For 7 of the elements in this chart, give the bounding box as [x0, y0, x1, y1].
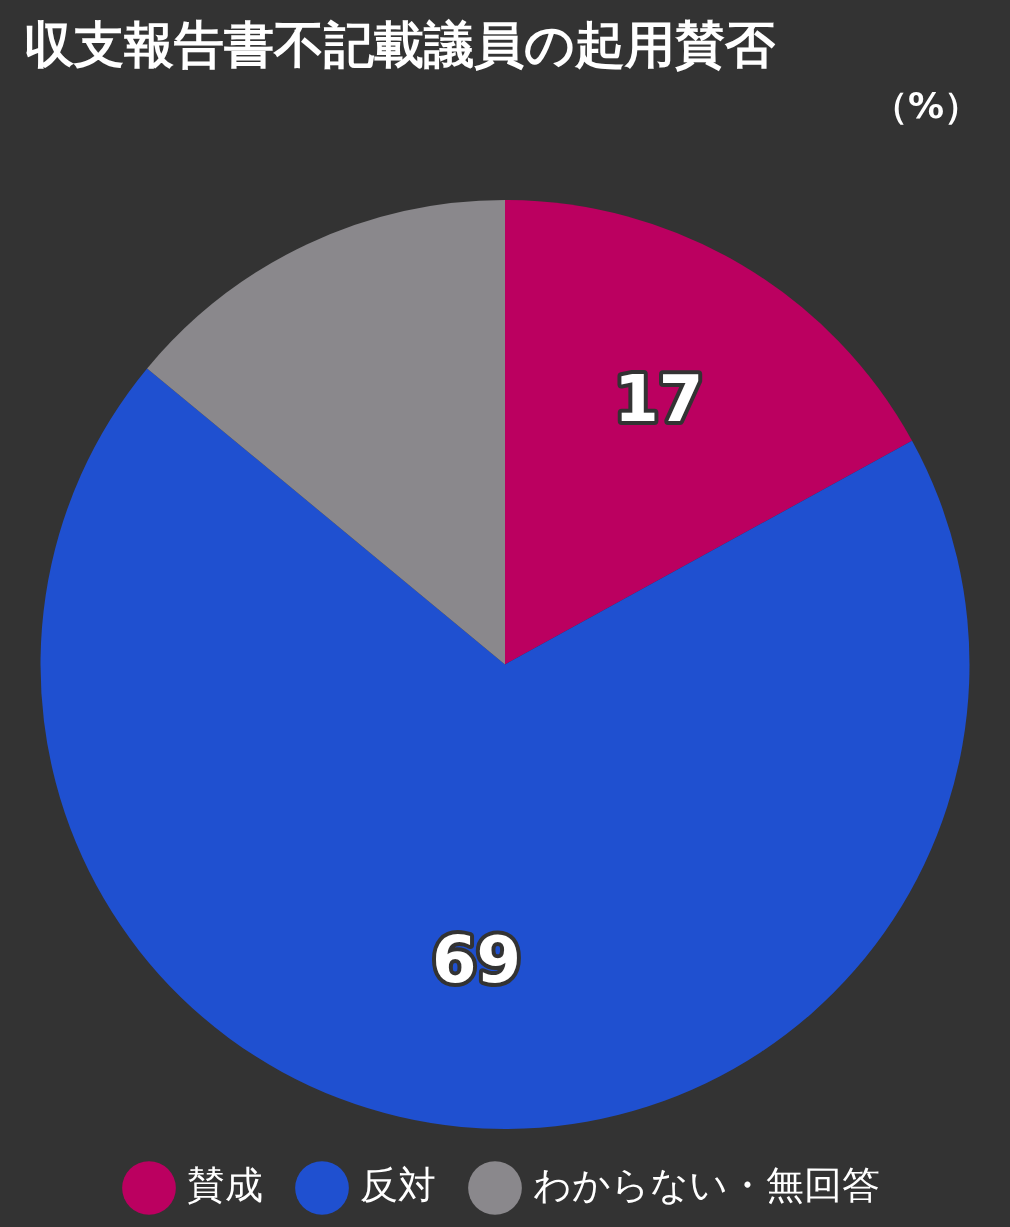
chart-subtitle: （%）: [871, 84, 980, 128]
chart-title: 収支報告書不記載議員の起用賛否: [24, 15, 775, 76]
legend-label: わからない・無回答: [533, 1162, 880, 1207]
legend-label: 反対: [360, 1162, 436, 1207]
data-label: 69: [432, 922, 522, 997]
data-label: 17: [614, 362, 704, 437]
legend-label: 賛成: [187, 1162, 263, 1207]
